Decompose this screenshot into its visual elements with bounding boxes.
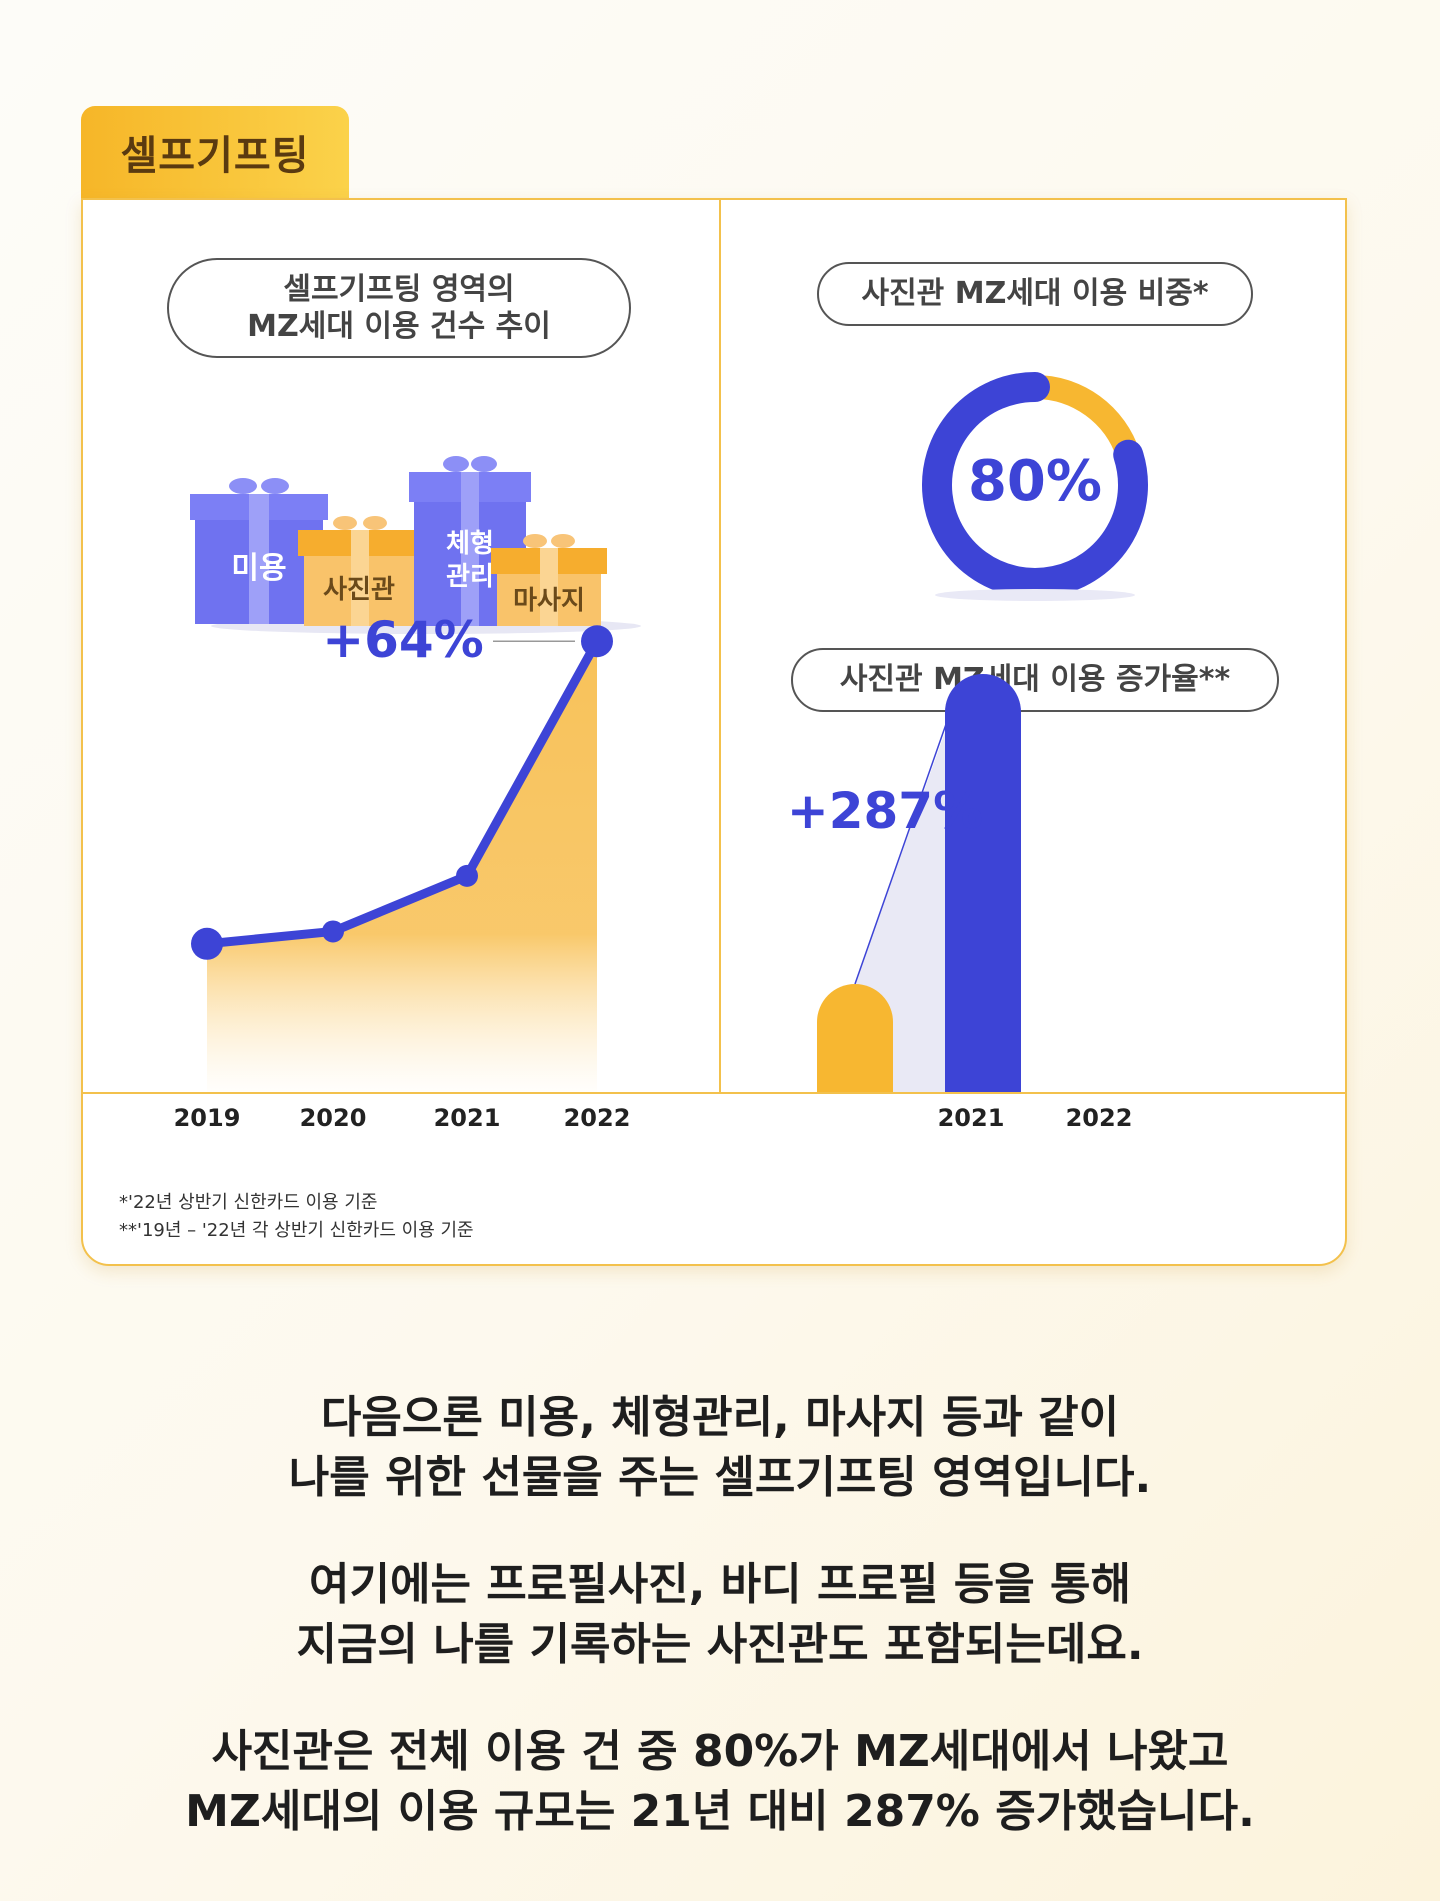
gift-photo-studio: 사진관 bbox=[298, 516, 420, 626]
donut-slice-other bbox=[1023, 375, 1141, 467]
gift-beauty: 미용 bbox=[190, 478, 328, 624]
growth-link-line bbox=[854, 709, 952, 985]
series-line bbox=[202, 636, 602, 949]
footnote-2: **'19년 – '22년 각 상반기 신한카드 이용 기준 bbox=[119, 1220, 474, 1241]
bar-2022 bbox=[945, 674, 1021, 1092]
gift-label-body-care-line1: 체형 bbox=[446, 529, 494, 559]
infographic-card: 셀프기프팅 영역의 MZ세대 이용 건수 추이 사진관 MZ세대 이용 비중* … bbox=[81, 198, 1347, 1266]
donut-shadow bbox=[935, 589, 1135, 601]
data-point-2020 bbox=[322, 920, 344, 943]
bar-tick-2021: 2021 bbox=[937, 1104, 1005, 1132]
donut-title: 사진관 MZ세대 이용 비중* bbox=[861, 276, 1209, 312]
data-point-2022 bbox=[581, 625, 613, 658]
bar-tick-2022: 2022 bbox=[1065, 1104, 1133, 1132]
body-line-2: 나를 위한 선물을 주는 셀프기프팅 영역입니다. bbox=[288, 1452, 1152, 1503]
left-title-line1: 셀프기프팅 영역의 bbox=[283, 271, 515, 307]
left-title-line2: MZ세대 이용 건수 추이 bbox=[247, 309, 551, 344]
gift-massage: 마사지 bbox=[491, 534, 607, 626]
donut-chart bbox=[922, 372, 1148, 601]
section-tab: 셀프기프팅 bbox=[81, 106, 349, 198]
area-annotation-label: +64% bbox=[322, 611, 484, 669]
body-line-1: 다음으론 미용, 체형관리, 마사지 등과 같이 bbox=[320, 1392, 1120, 1443]
data-point-2019 bbox=[191, 927, 223, 960]
body-line-4: 지금의 나를 기록하는 사진관도 포함되는데요. bbox=[296, 1619, 1144, 1670]
baseline-divider bbox=[83, 1092, 1345, 1094]
gift-label-beauty: 미용 bbox=[231, 551, 286, 586]
x-tick-2022: 2022 bbox=[563, 1104, 631, 1132]
infographic-svg: 미용 사진관 체형 관리 마사지 bbox=[190, 372, 1148, 1092]
gift-label-massage: 마사지 bbox=[513, 586, 585, 616]
x-tick-2019: 2019 bbox=[173, 1104, 241, 1132]
donut-center-label: 80% bbox=[968, 449, 1102, 514]
bar-annotation-label: +287% bbox=[787, 782, 983, 840]
left-title-pill: 셀프기프팅 영역의 MZ세대 이용 건수 추이 bbox=[167, 258, 631, 358]
data-point-2021 bbox=[456, 864, 478, 887]
gift-label-photo-studio: 사진관 bbox=[323, 575, 395, 605]
bar-2021 bbox=[817, 984, 893, 1092]
body-line-3: 여기에는 프로필사진, 바디 프로필 등을 통해 bbox=[309, 1559, 1131, 1610]
footnote-1: *'22년 상반기 신한카드 이용 기준 bbox=[119, 1192, 378, 1213]
x-tick-2021: 2021 bbox=[433, 1104, 501, 1132]
vertical-divider bbox=[719, 200, 721, 1092]
x-tick-2020: 2020 bbox=[299, 1104, 367, 1132]
body-line-6: MZ세대의 이용 규모는 21년 대비 287% 증가했습니다. bbox=[185, 1786, 1255, 1837]
donut-slice-mz bbox=[922, 372, 1148, 598]
gift-label-body-care-line2: 관리 bbox=[446, 562, 494, 592]
bar-title: 사진관 MZ세대 이용 증가율** bbox=[839, 662, 1231, 698]
body-line-5: 사진관은 전체 이용 건 중 80%가 MZ세대에서 나왔고 bbox=[211, 1726, 1229, 1777]
area-fill bbox=[207, 641, 597, 1092]
donut-title-pill: 사진관 MZ세대 이용 비중* bbox=[817, 262, 1253, 326]
bar-title-pill: 사진관 MZ세대 이용 증가율** bbox=[791, 648, 1279, 712]
